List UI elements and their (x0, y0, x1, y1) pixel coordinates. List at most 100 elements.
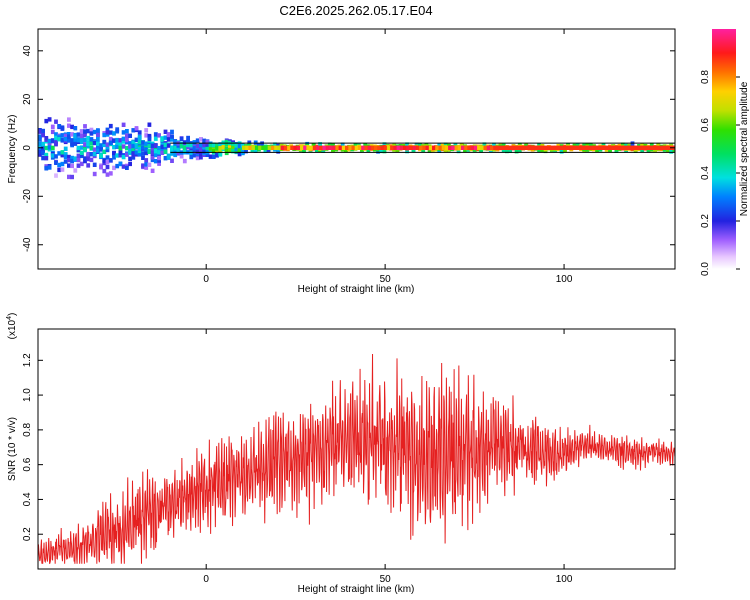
spectrogram-cell (54, 132, 58, 137)
spectrogram-cell (121, 164, 126, 169)
spectrogram-cell (444, 145, 449, 150)
spectrogram-cell (651, 145, 655, 150)
spectrogram-cell (367, 145, 372, 150)
spectrogram-cell (467, 145, 472, 150)
spectrogram-cell (163, 135, 168, 140)
spectrogram-cell (437, 143, 442, 148)
spectrogram-cell (57, 162, 62, 168)
spectrogram-cell (86, 163, 91, 168)
spectrogram-cell (163, 149, 168, 154)
spectrogram-cell (280, 145, 285, 150)
y-tick-label: 20 (22, 93, 33, 105)
spectrogram-cell (195, 144, 200, 149)
spectrogram-cell (108, 123, 113, 129)
spectrogram-cell (580, 145, 584, 150)
spectrogram-cell (605, 145, 610, 150)
spectrogram-cell (108, 158, 113, 163)
spectrogram-cell (96, 128, 100, 133)
spectrogram-cell (147, 136, 152, 142)
spectrogram-cell (464, 145, 468, 150)
spectrogram-cell (240, 143, 245, 148)
spectrogram-cell (150, 150, 155, 155)
spectrogram-cell (421, 148, 426, 153)
spectrogram-cell (41, 128, 45, 134)
spectrogram-cell (242, 145, 246, 150)
spectrogram-cell (137, 152, 142, 157)
spectrogram-cell (649, 142, 654, 148)
spectrogram-cell (60, 161, 65, 167)
spectrogram-cell (41, 146, 45, 151)
spectrogram-cell (456, 148, 461, 154)
spectrogram-cell (44, 156, 49, 161)
spectrogram-cell (211, 154, 216, 159)
spectrogram-cell (102, 149, 107, 154)
spectrogram-cell (60, 133, 65, 138)
spectrogram-cell (505, 148, 509, 154)
colorbar-gradient (712, 29, 736, 269)
spectrogram-cell (105, 155, 110, 160)
spectrogram-cell (160, 150, 165, 155)
spectrogram-cell (559, 148, 564, 153)
spectrogram-cell (490, 145, 494, 150)
x-tick-label: 50 (380, 274, 392, 285)
spectrogram-cell (540, 147, 545, 153)
spectrogram-cell (211, 142, 216, 147)
spectrogram-cell (231, 145, 235, 151)
spectrogram-cell (89, 157, 94, 163)
spectrogram-cell (102, 132, 107, 138)
spectrogram-cell (461, 145, 465, 150)
spectrogram-cell (131, 146, 136, 152)
spectrogram-cell (83, 124, 87, 129)
spectrogram-cell (141, 140, 145, 145)
spectrogram-cell (121, 139, 126, 144)
spectrogram-cell (195, 155, 200, 161)
spectrogram-cell (166, 143, 171, 148)
spectrogram-cell (47, 145, 52, 150)
spectrogram-cell (351, 145, 356, 150)
spectrogram-cell (248, 145, 253, 150)
spectrogram-cell (131, 140, 136, 145)
snr-y-scale: (x104) (6, 313, 18, 340)
spectrogram-cell (57, 124, 62, 129)
spectrogram-cell (86, 144, 91, 149)
spectrogram-cell (237, 143, 242, 149)
spectrogram-cell (79, 129, 84, 134)
spectrogram-cell (144, 141, 149, 146)
spectrogram-cell (271, 145, 275, 150)
spectrogram-cell (667, 145, 671, 150)
spectrogram-cell (258, 145, 262, 150)
spectrogram-cell (60, 138, 65, 143)
spectrogram-cell (38, 152, 42, 157)
spectrogram-cell (599, 145, 604, 150)
spectrogram-cell (366, 147, 371, 153)
spectrogram-cell (363, 143, 368, 148)
spectrogram-cell (208, 142, 213, 148)
spectrogram-cell (63, 159, 68, 164)
spectrogram-cell (480, 145, 485, 150)
spectrogram-cell (199, 155, 203, 160)
spectrogram-cell (134, 137, 139, 142)
spectrogram-cell (186, 142, 190, 148)
spectrogram-cell (38, 134, 42, 139)
spectrogram-cell (105, 164, 110, 170)
spectrogram-cell (479, 148, 483, 153)
spectrogram-cell (166, 132, 171, 138)
spectrogram-cell (92, 129, 97, 135)
spectrogram-cell (60, 150, 65, 155)
spectrogram-cell (96, 141, 100, 146)
spectrogram-cell (182, 147, 187, 153)
spectrogram-cell (153, 152, 158, 158)
spectrogram-cell (118, 150, 123, 155)
snr-y-scale-base: (x10 (7, 319, 18, 339)
spectrogram-cell (438, 145, 443, 150)
spectrogram-cell (657, 145, 662, 150)
spectrogram-cell (237, 148, 242, 153)
spectrogram-y-label: Frequency (Hz) (7, 115, 18, 184)
spectrogram-cell (428, 145, 433, 150)
spectrogram-cell (125, 146, 129, 151)
spectrogram-cell (340, 142, 345, 147)
spectrogram-cell (176, 148, 181, 153)
spectrogram-cell (202, 142, 207, 148)
spectrogram-cell (125, 133, 129, 138)
spectrogram-cell (496, 145, 501, 150)
